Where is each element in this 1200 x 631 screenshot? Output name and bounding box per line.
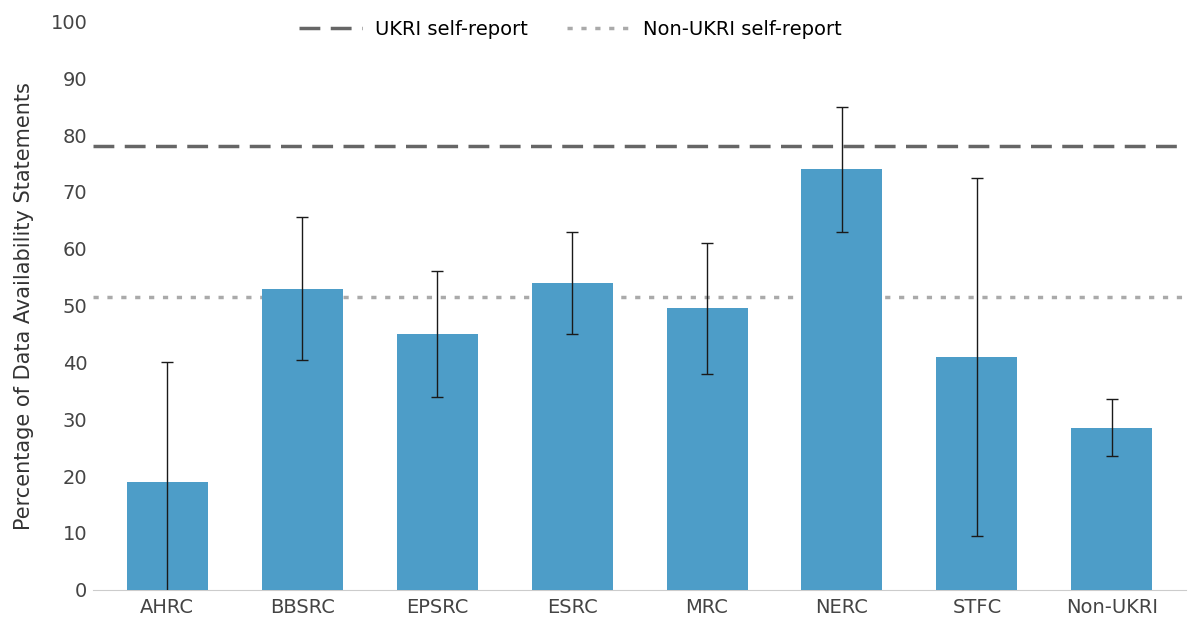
Bar [1072, 428, 1152, 590]
Bar [262, 288, 343, 590]
Non-UKRI self-report [295, 293, 310, 301]
Legend: UKRI self-report, Non-UKRI self-report: UKRI self-report, Non-UKRI self-report [300, 20, 841, 38]
Bar [127, 482, 208, 590]
Bar [936, 357, 1018, 590]
Bar [532, 283, 612, 590]
UKRI self-report [295, 143, 310, 150]
Bar [802, 169, 882, 590]
UKRI self-report [160, 143, 174, 150]
Bar [397, 334, 478, 590]
Y-axis label: Percentage of Data Availability Statements: Percentage of Data Availability Statemen… [14, 81, 34, 529]
Non-UKRI self-report [160, 293, 174, 301]
Bar [666, 309, 748, 590]
